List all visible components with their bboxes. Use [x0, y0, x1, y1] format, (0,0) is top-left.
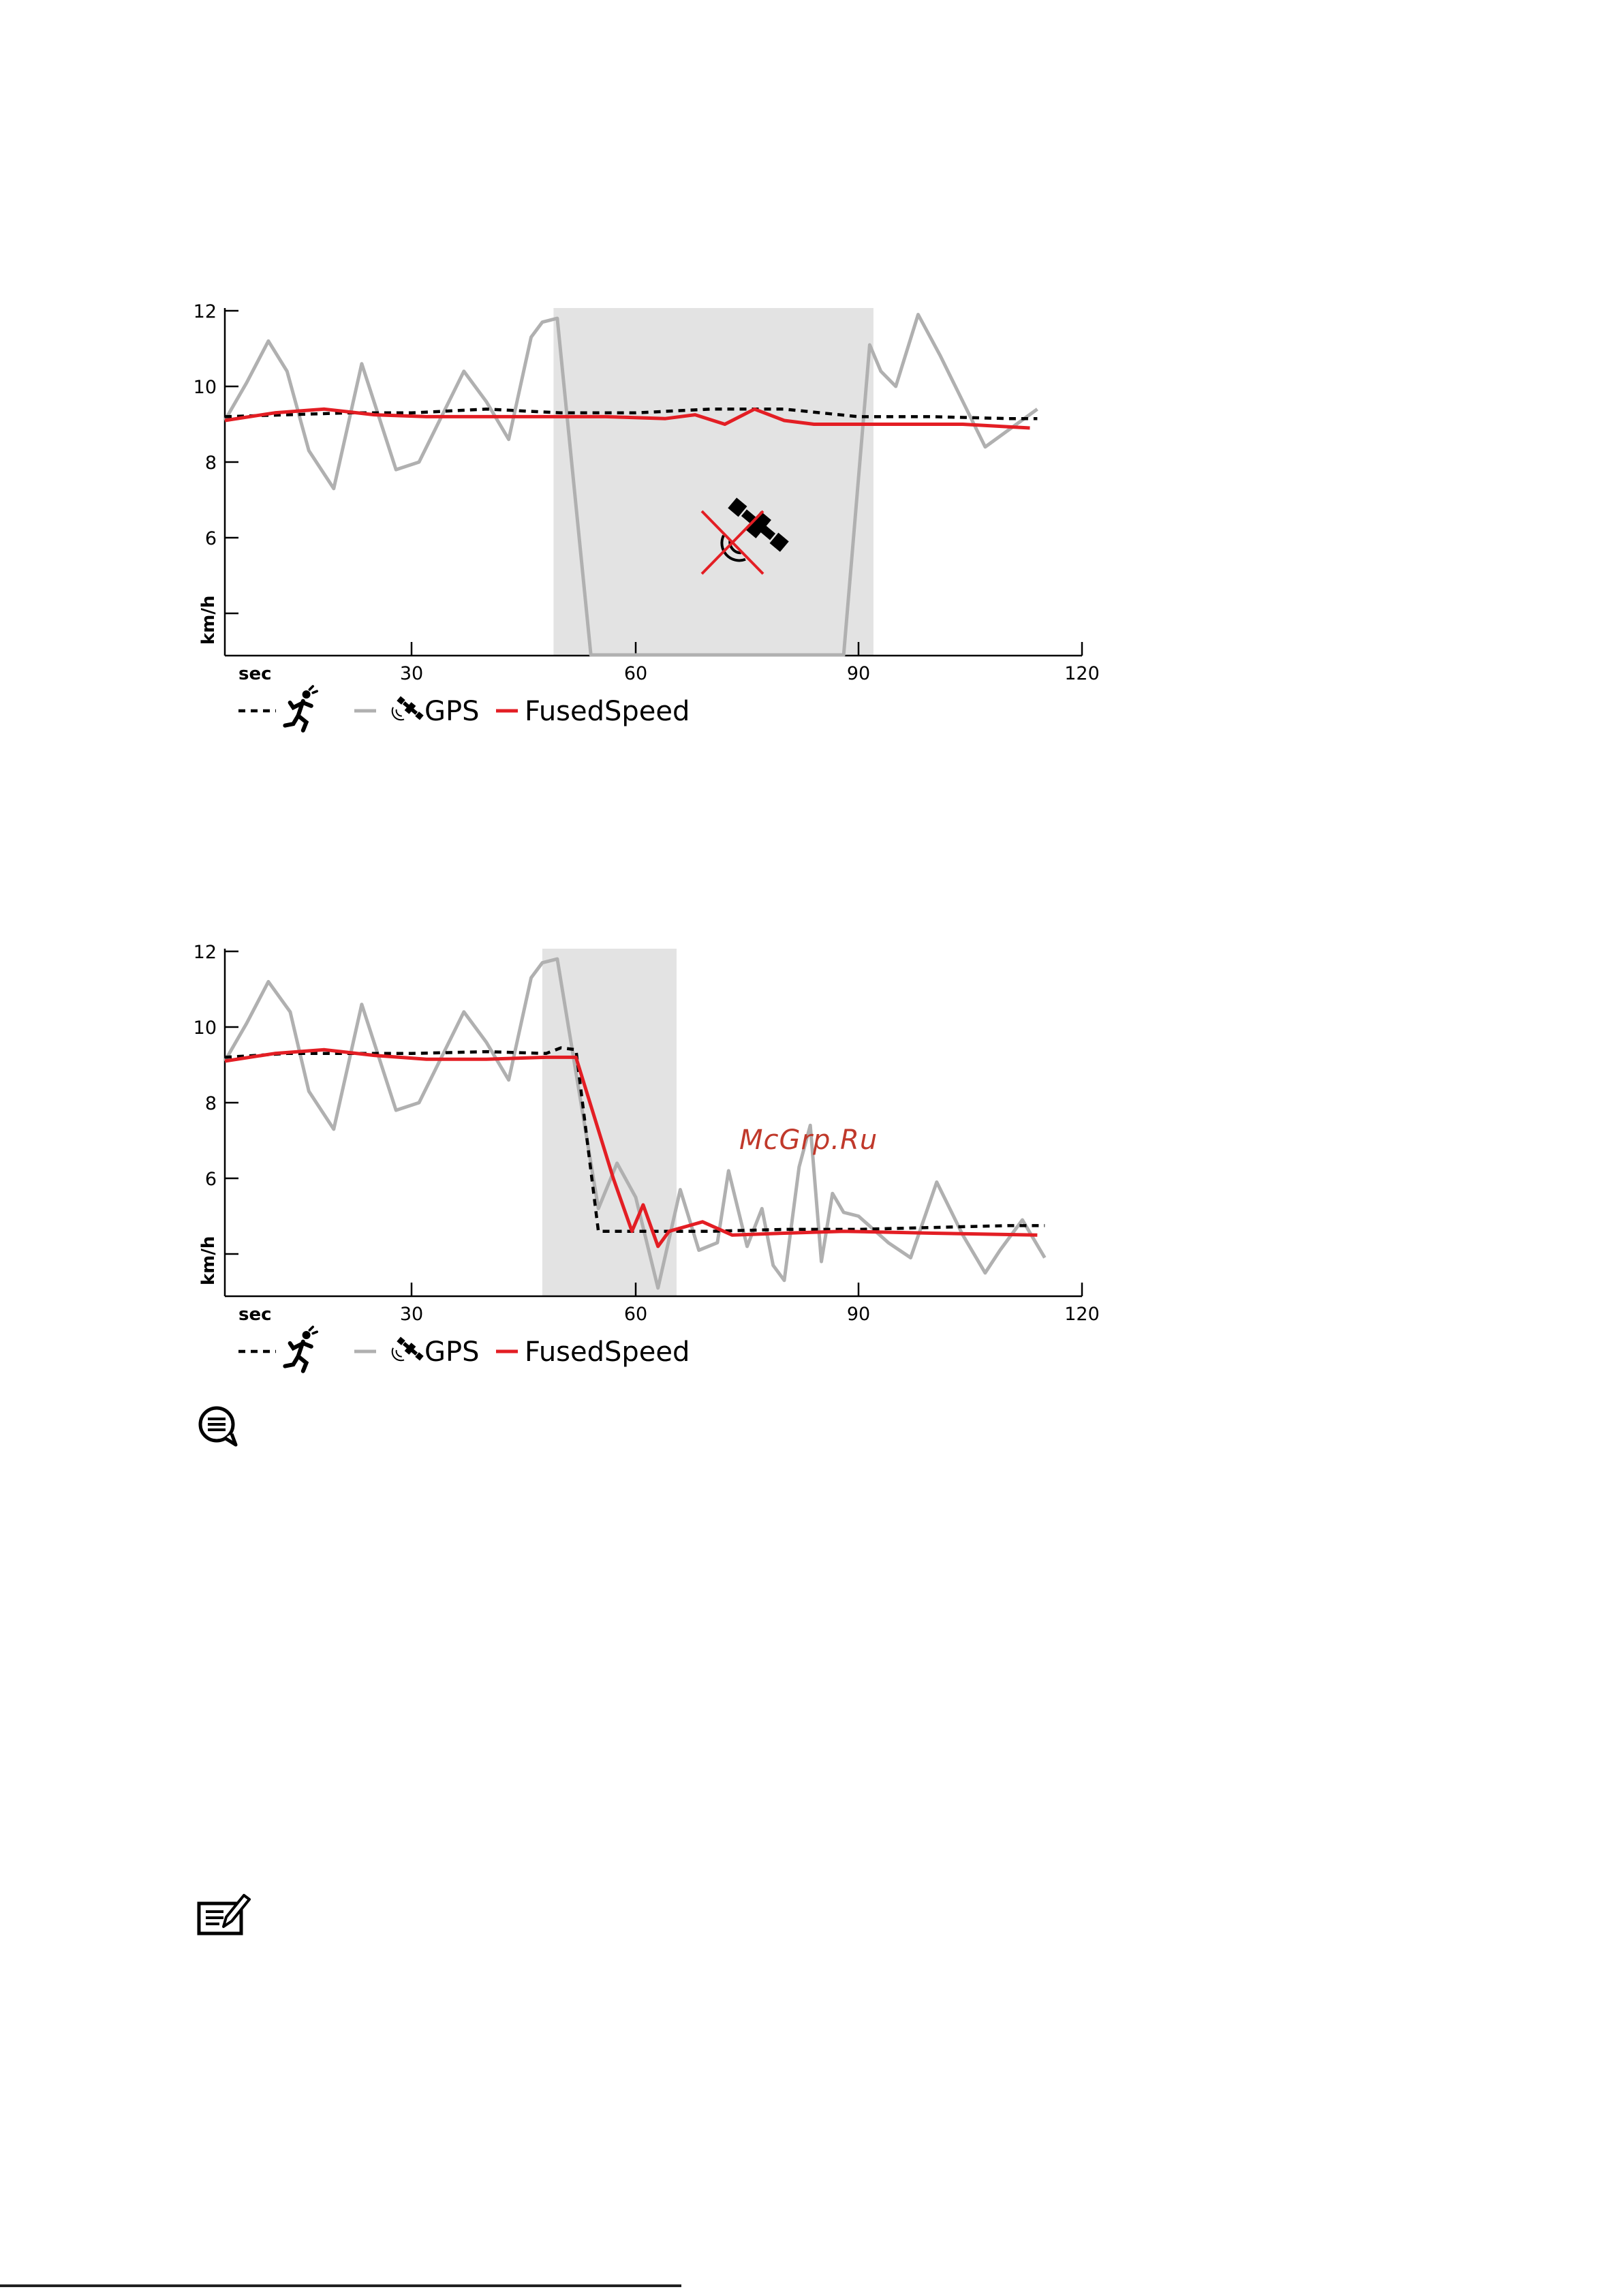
runner-leg: [283, 714, 300, 728]
runner-motion: [308, 1326, 319, 1335]
runner-arm: [300, 1341, 313, 1349]
runner-motion: [308, 685, 319, 694]
signal-arc: [720, 534, 746, 562]
signal-arcs: [391, 707, 405, 721]
x-tick-label: 60: [624, 663, 647, 684]
satellite-panel-left: [397, 1336, 405, 1345]
y-tick-label: 8: [205, 453, 217, 474]
signal-arc: [391, 1347, 405, 1362]
shaded-interval: [553, 308, 874, 656]
signal-arcs: [391, 1347, 405, 1362]
y-axis-unit: km/h: [198, 596, 219, 645]
x-axis-unit: sec: [238, 1304, 272, 1325]
signal-arc: [395, 709, 402, 717]
runner-icon: [283, 1326, 319, 1373]
satellite-core: [745, 511, 771, 538]
satellite-panel-left: [397, 696, 405, 705]
runner-head: [302, 1331, 311, 1339]
satellite-icon: [728, 498, 789, 552]
satellite-panel-right: [769, 532, 789, 552]
chart-svg: 12 10 8 6 30 60 90 120 sec km/h GPS FusedSpeed: [194, 942, 1100, 1373]
y-tick-label: 10: [194, 377, 217, 398]
satellite-icon: [397, 1336, 424, 1361]
legend-label-fused: FusedSpeed: [525, 696, 690, 727]
foot-pod-series: [224, 1046, 1045, 1233]
y-tick-label: 10: [194, 1017, 217, 1039]
y-tick-label: 8: [205, 1093, 217, 1114]
runner-arm: [300, 700, 313, 708]
y-tick-label: 12: [194, 942, 217, 963]
fused-speed-series: [224, 1047, 1038, 1249]
runner-leg: [296, 714, 309, 733]
watermark: McGrp.Ru: [739, 1124, 878, 1156]
legend-label-gps: GPS: [424, 696, 480, 727]
satellite-panel-right: [415, 711, 424, 720]
y-tick-label: 6: [205, 528, 217, 549]
x-tick-label: 60: [624, 1304, 647, 1325]
note-pencil-icon: [197, 1894, 251, 1935]
footer-rule: [0, 2284, 681, 2287]
fused-speed-series: [224, 407, 1030, 430]
y-tick-label: 6: [205, 1169, 217, 1190]
runner-leg: [296, 1354, 309, 1373]
x-tick-label: 30: [400, 663, 423, 684]
x-tick-label: 90: [847, 1304, 870, 1325]
gps-series: [223, 313, 1038, 657]
chart-pace-change: 12 10 8 6 30 60 90 120 sec km/h GPS FusedSpeed: [0, 641, 1623, 1420]
y-axis-unit: km/h: [198, 1236, 219, 1285]
satellite-icon: [397, 696, 424, 720]
x-tick-label: 30: [400, 1304, 423, 1325]
x-tick-label: 120: [1064, 1304, 1100, 1325]
runner-head: [302, 690, 311, 699]
legend-label-gps: GPS: [424, 1336, 480, 1368]
runner-arm: [288, 1341, 305, 1351]
x-tick-label: 120: [1064, 663, 1100, 684]
signal-arc: [395, 1349, 402, 1358]
x-tick-label: 90: [847, 663, 870, 684]
x-axis-unit: sec: [238, 664, 272, 684]
chart-no-gps-signal: 12 10 8 6 30 60 90 120 sec km/h GPS FusedSpeed: [0, 0, 1623, 780]
chart-svg: 12 10 8 6 30 60 90 120 sec km/h GPS FusedSpeed: [194, 301, 1100, 733]
speech-bubble-icon: [198, 1406, 238, 1447]
satellite-core: [404, 702, 416, 714]
y-tick-label: 12: [194, 301, 217, 322]
signal-arc: [391, 707, 405, 721]
legend-label-fused: FusedSpeed: [525, 1336, 690, 1368]
gps-series: [223, 957, 1047, 1290]
satellite-core: [404, 1343, 416, 1355]
cross-line: [700, 510, 764, 575]
satellite-panel-right: [415, 1352, 424, 1361]
satellite-panel-left: [728, 498, 747, 517]
runner-icon: [283, 685, 319, 733]
satellite-crossed-icon: [700, 498, 789, 575]
runner-arm: [288, 700, 305, 711]
runner-leg: [283, 1354, 300, 1368]
